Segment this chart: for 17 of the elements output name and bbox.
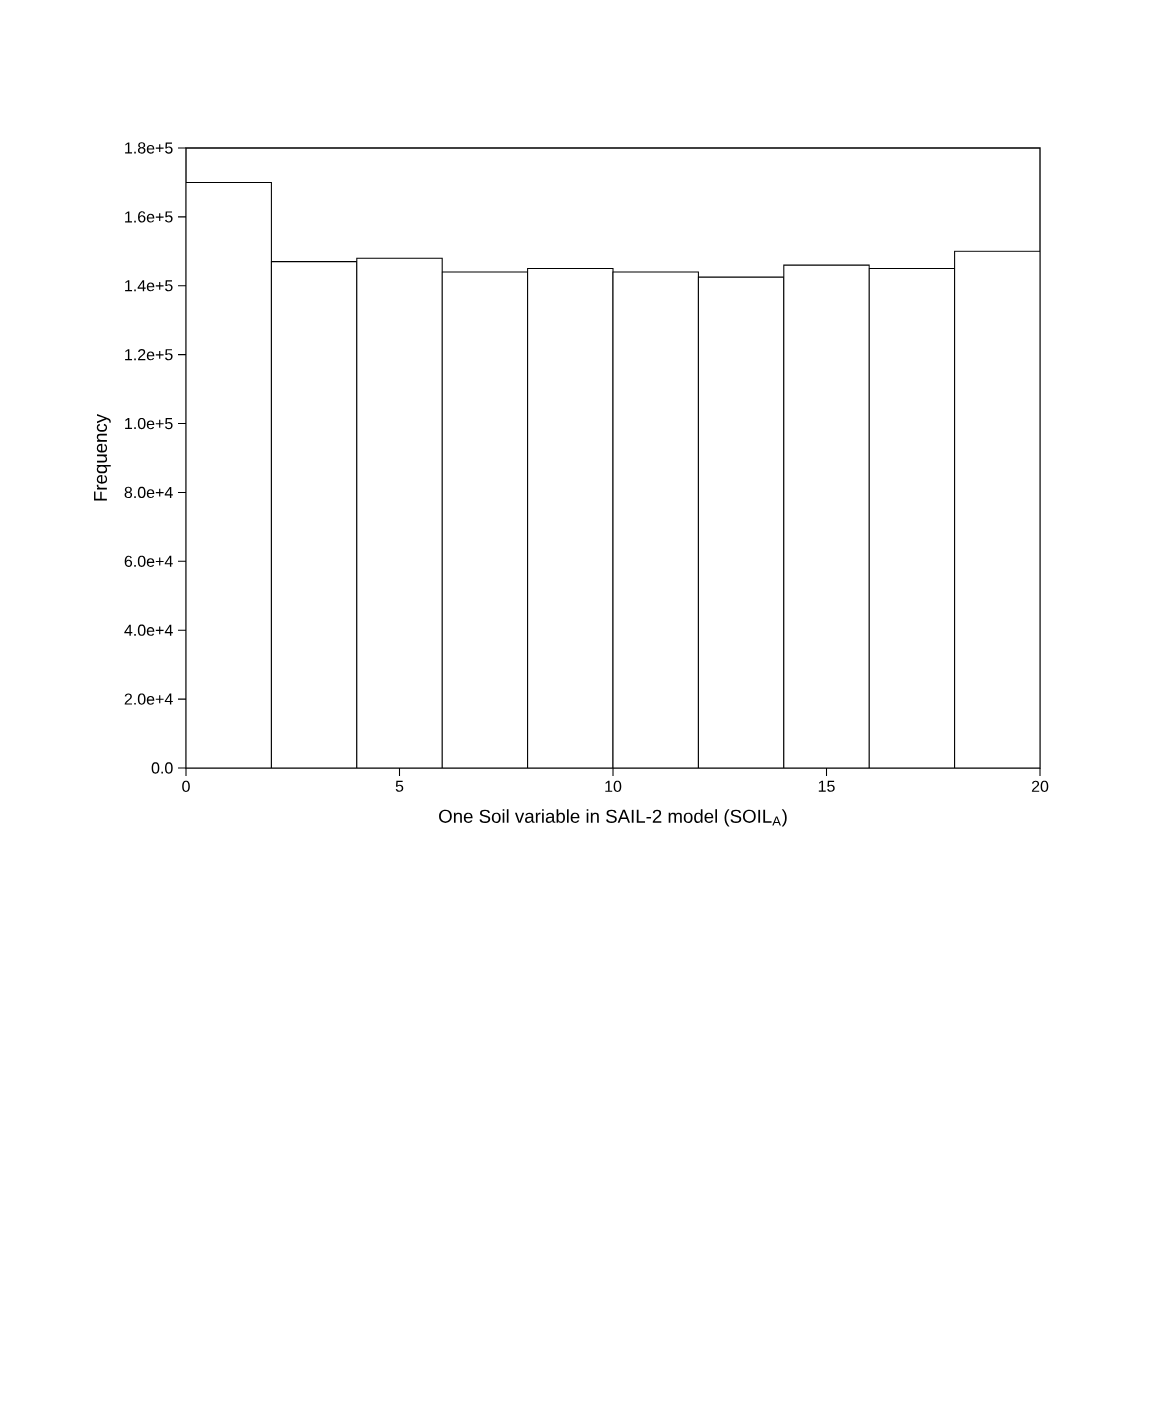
- x-tick-label: 0: [182, 780, 190, 793]
- y-tick-label: 4.0e+4: [124, 624, 173, 636]
- x-tick-label: 15: [818, 780, 835, 792]
- y-tick-label: 0.0: [151, 762, 173, 774]
- x-tick-label: 5: [395, 780, 404, 792]
- y-tick-label: 1.0e+5: [125, 417, 173, 430]
- y-tick-label: 8.0e+4: [124, 486, 173, 499]
- y-tick-label: 1.8e+5: [125, 142, 173, 154]
- x-axis-title: One Soil variable in SAIL-2 model (SOIL$_{A}$): [439, 809, 787, 827]
- x-tick-label: 20: [1031, 780, 1049, 793]
- x-tick-label: 10: [605, 780, 622, 793]
- y-tick-label: 1.2e+5: [125, 349, 173, 361]
- y-tick-label: 1.6e+5: [125, 211, 173, 223]
- y-axis-title: Frequency: [94, 413, 111, 501]
- y-tick-label: 6.0e+4: [124, 555, 173, 567]
- y-tick-label: 2.0e+4: [124, 693, 173, 705]
- y-tick-label: 1.4e+5: [125, 280, 173, 292]
